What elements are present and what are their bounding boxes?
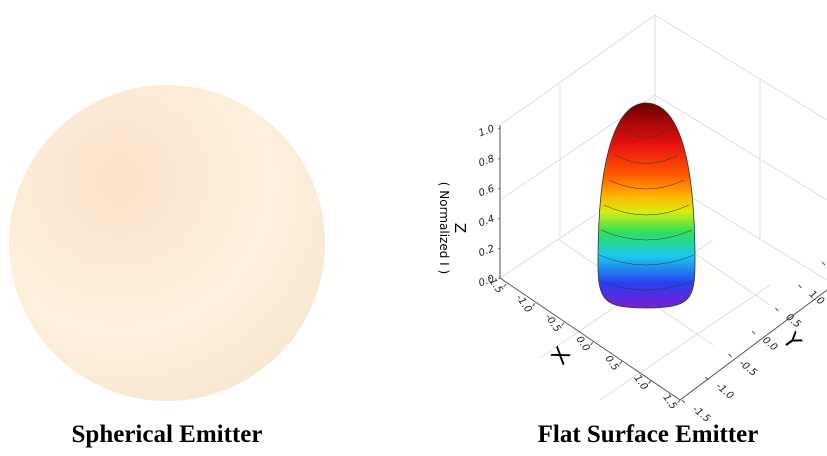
tick-mark [752, 331, 755, 334]
x-axis-label: X [547, 343, 576, 370]
tick-mark [799, 285, 802, 288]
tick-label: 1.0 [631, 373, 649, 392]
tick-label: -0.5 [737, 358, 759, 379]
tick-label: 0.5 [783, 312, 802, 331]
tick-mark [562, 323, 564, 326]
z-axis-label: Z [451, 223, 469, 233]
tick-label: 0.2 [477, 243, 496, 259]
tick-label: 1.0 [807, 289, 826, 308]
tick-mark [649, 381, 651, 384]
tick-mark [729, 354, 732, 357]
tick-label: 0.6 [477, 183, 496, 199]
z-axis-sublabel: ( Normalized I ) [437, 182, 451, 274]
tick-label: 0.4 [477, 213, 496, 229]
tick-mark [620, 361, 622, 364]
tick-label: 0.0 [573, 334, 591, 353]
caption: Flat Surface Emitter [538, 421, 759, 448]
sphere [9, 85, 325, 401]
tick-mark [775, 308, 778, 311]
y-axis-label: Y [777, 328, 806, 355]
tick-label: -1.0 [713, 381, 735, 402]
tick-mark [499, 278, 501, 279]
tick-label: 1.5 [660, 392, 678, 411]
tick-mark [591, 342, 593, 345]
figure: Spherical Emitter 0.00.20.40.60.81.0-1.5… [0, 0, 827, 456]
tick-mark [822, 262, 825, 265]
surface [598, 103, 695, 308]
tick-label: 0.8 [477, 153, 496, 169]
tick-label: 1.0 [477, 123, 496, 139]
tick-mark [533, 303, 535, 306]
tick-mark [678, 400, 680, 403]
tick-label: -1.0 [513, 293, 533, 315]
tick-mark [682, 400, 685, 403]
tick-mark [504, 284, 506, 287]
tick-label: 0.5 [602, 354, 620, 373]
tick-label: -0.5 [542, 312, 562, 334]
caption: Spherical Emitter [72, 421, 263, 448]
